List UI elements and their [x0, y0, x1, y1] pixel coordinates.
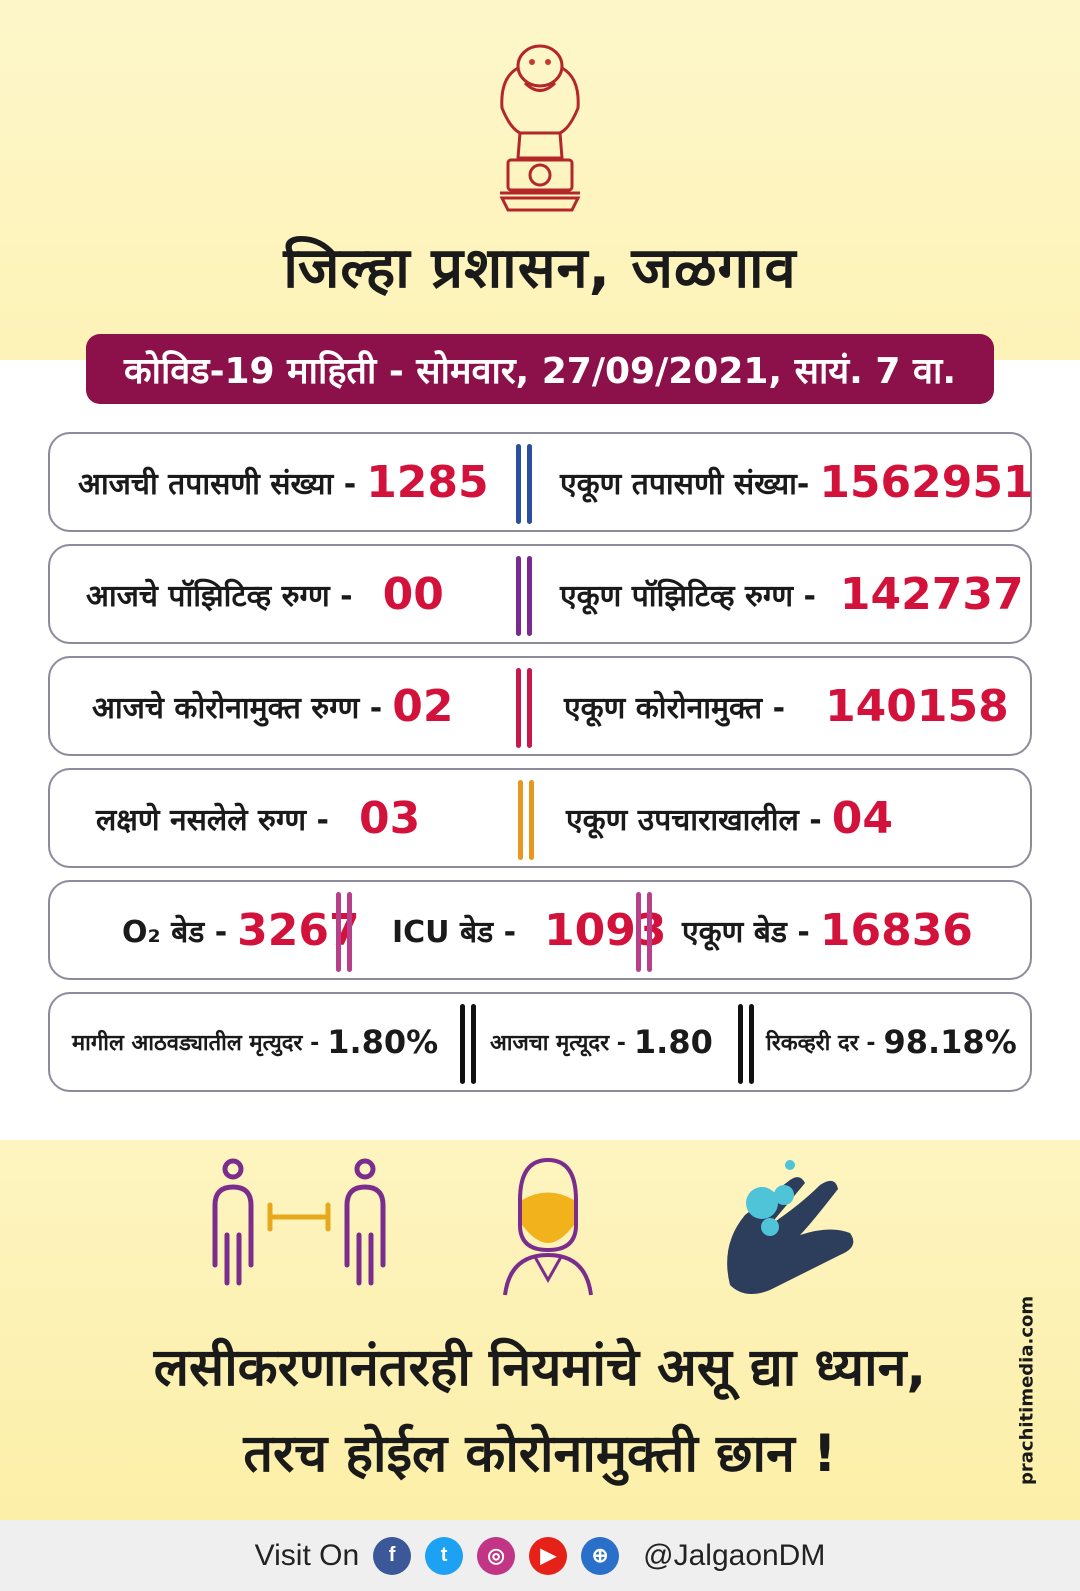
- youtube-icon[interactable]: ▶: [529, 1536, 568, 1575]
- total-beds-label: एकूण बेड -: [682, 914, 810, 950]
- separator: [636, 892, 654, 972]
- o2-beds-label: O₂ बेड -: [122, 914, 228, 950]
- asymptomatic-label: लक्षणे नसलेले रुग्ण -: [96, 802, 329, 838]
- today-tests-value: 1285: [366, 456, 489, 508]
- recovery-rate-value: 98.18%: [883, 1023, 1017, 1061]
- under-treatment-value: 04: [831, 792, 893, 844]
- facebook-icon[interactable]: f: [373, 1536, 412, 1575]
- slogan-line-2: तरच होईल कोरोनामुक्ती छान !: [243, 1424, 837, 1484]
- today-recovered-value: 02: [392, 680, 454, 732]
- separator: [460, 1004, 478, 1084]
- footer: Visit On f t ◎ ▶ ⊕ @JalgaonDM: [0, 1520, 1080, 1591]
- credit-text: prachitimedia.com: [1016, 1295, 1038, 1485]
- total-positive-value: 142737: [839, 568, 1024, 620]
- icu-beds-label: ICU बेड -: [392, 914, 517, 950]
- separator: [738, 1004, 756, 1084]
- total-tests-label: एकूण तपासणी संख्या-: [560, 466, 810, 502]
- web-icon[interactable]: ⊕: [581, 1536, 620, 1575]
- under-treatment-label: एकूण उपचाराखालील -: [566, 802, 822, 838]
- slogan-line-1: लसीकरणानंतरही नियमांचे असू द्या ध्यान,: [153, 1338, 927, 1398]
- date-banner: कोविड-19 माहिती - सोमवार, 27/09/2021, सा…: [86, 334, 994, 404]
- total-beds-value: 16836: [819, 904, 973, 956]
- icu-beds-value: 1093: [544, 904, 667, 956]
- hand-wash-icon: [727, 1160, 854, 1294]
- today-tests-label: आजची तपासणी संख्या -: [78, 466, 357, 502]
- total-tests: एकूण तपासणी संख्या- 1562951: [560, 434, 1034, 530]
- recovery-rate: रिकव्हरी दर - 98.18%: [766, 994, 1017, 1090]
- page-title: जिल्हा प्रशासन, जळगाव: [283, 236, 797, 301]
- today-death-rate: आजचा मृत्यूदर - 1.80: [490, 994, 713, 1090]
- today-recovered: आजचे कोरोनामुक्त रुग्ण - 02: [92, 658, 453, 754]
- separator: [516, 668, 534, 748]
- separator: [516, 556, 534, 636]
- today-positive-label: आजचे पॉझिटिव्ह रुग्ण -: [86, 578, 353, 614]
- today-death-rate-value: 1.80: [633, 1023, 713, 1061]
- separator: [516, 444, 534, 524]
- icu-beds: ICU बेड - 1093: [392, 882, 667, 978]
- weekly-death-rate-value: 1.80%: [327, 1023, 439, 1061]
- today-tests: आजची तपासणी संख्या - 1285: [78, 434, 489, 530]
- asymptomatic-value: 03: [359, 792, 421, 844]
- under-treatment: एकूण उपचाराखालील - 04: [566, 770, 893, 866]
- weekly-death-rate-label: मागील आठवड्यातील मृत्युदर -: [72, 1031, 320, 1056]
- today-positive-value: 00: [382, 568, 444, 620]
- o2-beds: O₂ बेड - 3267: [122, 882, 360, 978]
- face-mask-icon: [503, 1157, 593, 1296]
- social-handle[interactable]: @JalgaonDM: [643, 1538, 826, 1572]
- stat-row-asymptomatic: लक्षणे नसलेले रुग्ण - 03 एकूण उपचाराखाली…: [48, 768, 1032, 868]
- total-recovered: एकूण कोरोनामुक्त - 140158: [564, 658, 1009, 754]
- total-positive-label: एकूण पॉझिटिव्ह रुग्ण -: [560, 578, 816, 614]
- total-tests-value: 1562951: [819, 456, 1034, 508]
- asymptomatic: लक्षणे नसलेले रुग्ण - 03: [96, 770, 420, 866]
- instagram-icon[interactable]: ◎: [477, 1536, 516, 1575]
- stat-row-recovered: आजचे कोरोनामुक्त रुग्ण - 02 एकूण कोरोनाम…: [48, 656, 1032, 756]
- state-emblem-icon: [499, 44, 581, 212]
- visit-label: Visit On: [254, 1538, 360, 1572]
- twitter-icon[interactable]: t: [425, 1536, 464, 1575]
- today-positive: आजचे पॉझिटिव्ह रुग्ण - 00: [86, 546, 444, 642]
- total-recovered-value: 140158: [825, 680, 1009, 732]
- today-death-rate-label: आजचा मृत्यूदर -: [490, 1031, 626, 1056]
- total-beds: एकूण बेड - 16836: [682, 882, 973, 978]
- safety-icons: [212, 1157, 854, 1296]
- weekly-death-rate: मागील आठवड्यातील मृत्युदर - 1.80%: [72, 994, 438, 1090]
- separator: [336, 892, 354, 972]
- top-band: [0, 0, 1080, 360]
- recovery-rate-label: रिकव्हरी दर -: [766, 1031, 876, 1056]
- separator: [518, 780, 536, 860]
- stat-row-tests: आजची तपासणी संख्या - 1285 एकूण तपासणी सं…: [48, 432, 1034, 532]
- social-distancing-icon: [212, 1158, 386, 1286]
- total-recovered-label: एकूण कोरोनामुक्त -: [564, 690, 786, 726]
- stat-row-beds: O₂ बेड - 3267 ICU बेड - 1093 एकूण बेड - …: [48, 880, 1032, 980]
- today-recovered-label: आजचे कोरोनामुक्त रुग्ण -: [92, 690, 383, 726]
- stat-row-positive: आजचे पॉझिटिव्ह रुग्ण - 00 एकूण पॉझिटिव्ह…: [48, 544, 1032, 644]
- total-positive: एकूण पॉझिटिव्ह रुग्ण - 142737: [560, 546, 1024, 642]
- stat-row-rates: मागील आठवड्यातील मृत्युदर - 1.80% आजचा म…: [48, 992, 1032, 1092]
